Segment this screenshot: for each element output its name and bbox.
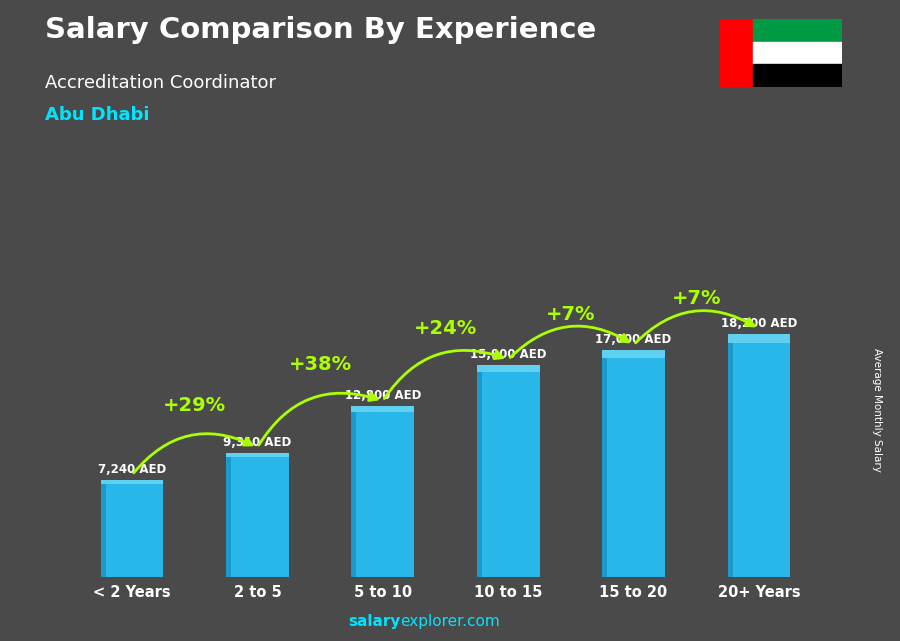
Bar [477,365,540,372]
Bar [101,480,163,577]
Text: salary: salary [348,615,400,629]
Bar [753,19,842,42]
Bar [477,365,482,577]
Bar [351,406,356,577]
Bar [351,406,414,577]
Bar [728,334,790,343]
Text: 9,310 AED: 9,310 AED [223,436,292,449]
Bar [477,365,540,577]
Text: Accreditation Coordinator: Accreditation Coordinator [45,74,276,92]
Text: explorer.com: explorer.com [400,615,500,629]
Bar [226,453,289,577]
Bar [226,453,231,577]
Text: +7%: +7% [671,288,721,308]
Text: +7%: +7% [546,304,596,324]
Text: Salary Comparison By Experience: Salary Comparison By Experience [45,16,596,44]
Bar [602,350,665,577]
Bar [720,19,753,87]
Bar [226,453,289,457]
Text: 15,900 AED: 15,900 AED [470,348,546,361]
Text: +29%: +29% [163,396,226,415]
Bar [351,406,414,412]
Bar [602,350,665,358]
Bar [753,42,842,64]
Bar [602,350,608,577]
Bar [728,334,790,577]
Bar [728,334,733,577]
Text: 12,800 AED: 12,800 AED [345,389,421,403]
Text: +24%: +24% [414,319,477,338]
Text: 7,240 AED: 7,240 AED [98,463,166,476]
Bar [101,480,163,484]
Text: Abu Dhabi: Abu Dhabi [45,106,149,124]
Text: Average Monthly Salary: Average Monthly Salary [872,348,883,472]
Bar [753,64,842,87]
Text: 18,200 AED: 18,200 AED [721,317,797,330]
Text: +38%: +38% [289,355,352,374]
Text: 17,000 AED: 17,000 AED [596,333,671,346]
Bar [101,480,105,577]
